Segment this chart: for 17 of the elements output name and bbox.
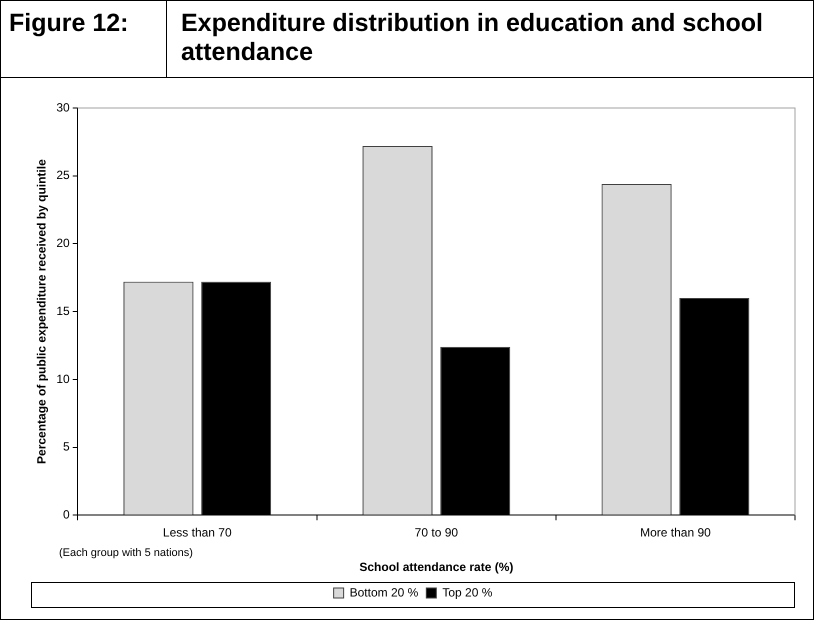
- y-axis-title: Percentage of public expenditure received by quintile: [34, 158, 49, 464]
- text: (Each group with 5 nations): [59, 547, 193, 559]
- x-tick-label: Less than 70: [162, 526, 232, 540]
- y-tick-label: 15: [56, 304, 70, 318]
- y-tick-label: 20: [56, 236, 70, 250]
- y-tick-label: 25: [56, 168, 70, 182]
- y-tick-label: 30: [56, 100, 70, 114]
- x-tick-label: 70 to 90: [414, 526, 458, 540]
- y-tick-label: 5: [63, 440, 70, 454]
- chart-title: Expenditure distribution in education and school attendance: [180, 8, 764, 68]
- x-tick-label: More than 90: [640, 526, 712, 540]
- y-tick-label: 0: [63, 508, 70, 522]
- x-axis-title: School attendance rate (%): [359, 560, 514, 574]
- y-tick-label: 10: [56, 372, 70, 386]
- legend-label: Bottom 20 %: [350, 585, 419, 600]
- legend-label: Top 20 %: [442, 585, 493, 600]
- caption: Figure 12:: [1, 1, 167, 77]
